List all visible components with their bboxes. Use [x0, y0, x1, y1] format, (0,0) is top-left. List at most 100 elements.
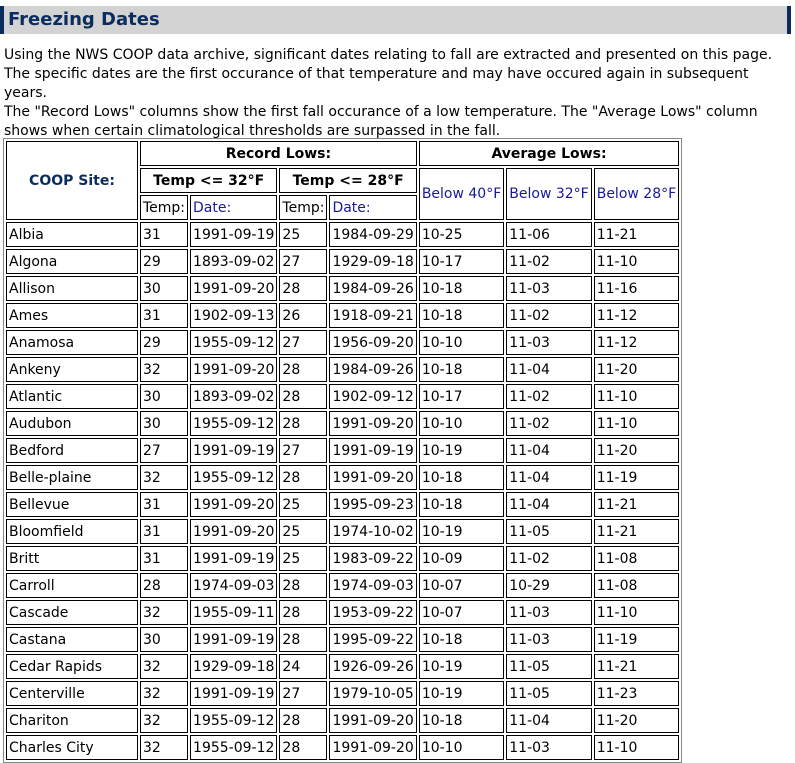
record-temp-28-cell: 28: [279, 708, 328, 733]
record-date-28-cell: 1929-09-18: [329, 249, 417, 274]
avg-below-40-cell: 10-19: [418, 438, 505, 463]
page-title: Freezing Dates: [8, 9, 160, 30]
temp-label-32: Temp:: [140, 195, 189, 220]
avg-below-32-cell: 11-03: [506, 627, 592, 652]
table-row: Cascade 32 1955-09-11 28 1953-09-22 10-07 11-0…: [6, 600, 680, 625]
avg-below-32-cell: 11-04: [506, 438, 592, 463]
record-temp-28-cell: 27: [279, 681, 328, 706]
record-date-28-cell: 1995-09-23: [329, 492, 417, 517]
record-temp-32-cell: 30: [140, 411, 189, 436]
freezing-dates-table: COOP Site: Record Lows: Average Lows: Te…: [3, 138, 683, 763]
table-row: Bellevue 31 1991-09-20 25 1995-09-23 10-18 11-…: [6, 492, 680, 517]
record-temp-32-cell: 32: [140, 654, 189, 679]
avg-below-28-cell: 11-08: [593, 546, 680, 571]
coop-site-cell: Bloomfield: [6, 519, 138, 544]
record-date-32-cell: 1991-09-20: [190, 276, 278, 301]
record-date-28-cell: 1991-09-20: [329, 708, 417, 733]
avg-below-40-cell: 10-19: [418, 681, 505, 706]
avg-below-28-cell: 11-21: [593, 519, 680, 544]
avg-below-32-cell: 11-02: [506, 546, 592, 571]
avg-below-32-cell: 11-02: [506, 411, 592, 436]
record-date-32-cell: 1991-09-19: [190, 222, 278, 247]
record-date-28-cell: 1991-09-20: [329, 465, 417, 490]
avg-below-40-cell: 10-07: [418, 600, 505, 625]
coop-site-cell: Algona: [6, 249, 138, 274]
record-date-32-cell: 1955-09-12: [190, 330, 278, 355]
coop-site-cell: Bellevue: [6, 492, 138, 517]
temp-label-28: Temp:: [279, 195, 328, 220]
record-temp-32-cell: 31: [140, 222, 189, 247]
record-temp-32-cell: 28: [140, 573, 189, 598]
record-date-32-cell: 1955-09-11: [190, 600, 278, 625]
avg-below-32-cell: 11-05: [506, 654, 592, 679]
avg-below-32-cell: 11-06: [506, 222, 592, 247]
table-row: Audubon 30 1955-09-12 28 1991-09-20 10-10 11-0…: [6, 411, 680, 436]
record-temp-28-cell: 28: [279, 411, 328, 436]
record-temp-32-cell: 31: [140, 303, 189, 328]
record-temp-32-cell: 32: [140, 681, 189, 706]
avg-below-40-cell: 10-18: [418, 357, 505, 382]
avg-below-28-cell: 11-08: [593, 573, 680, 598]
record-temp-32-cell: 30: [140, 627, 189, 652]
record-temp-32-cell: 32: [140, 600, 189, 625]
avg-below-32-cell: 11-03: [506, 735, 592, 760]
below-32-header: Below 32°F: [506, 168, 592, 220]
coop-site-cell: Albia: [6, 222, 138, 247]
record-date-32-cell: 1974-09-03: [190, 573, 278, 598]
record-date-32-cell: 1991-09-19: [190, 546, 278, 571]
record-date-28-cell: 1984-09-29: [329, 222, 417, 247]
coop-site-cell: Anamosa: [6, 330, 138, 355]
coop-site-cell: Audubon: [6, 411, 138, 436]
record-temp-32-cell: 32: [140, 735, 189, 760]
table-row: Allison 30 1991-09-20 28 1984-09-26 10-18 11-0…: [6, 276, 680, 301]
avg-below-40-cell: 10-10: [418, 735, 505, 760]
coop-site-cell: Cascade: [6, 600, 138, 625]
avg-below-28-cell: 11-12: [593, 303, 680, 328]
record-temp-28-cell: 28: [279, 735, 328, 760]
record-date-32-cell: 1991-09-19: [190, 438, 278, 463]
record-temp-28-cell: 28: [279, 276, 328, 301]
below-28-header: Below 28°F: [593, 168, 680, 220]
avg-below-28-cell: 11-10: [593, 384, 680, 409]
record-date-28-cell: 1983-09-22: [329, 546, 417, 571]
record-temp-28-cell: 24: [279, 654, 328, 679]
record-date-28-cell: 1991-09-20: [329, 411, 417, 436]
record-temp-28-cell: 28: [279, 600, 328, 625]
avg-below-40-cell: 10-18: [418, 276, 505, 301]
avg-below-28-cell: 11-20: [593, 708, 680, 733]
record-date-28-cell: 1926-09-26: [329, 654, 417, 679]
avg-below-40-cell: 10-17: [418, 384, 505, 409]
page-title-bar: Freezing Dates: [0, 6, 791, 34]
avg-below-32-cell: 10-29: [506, 573, 592, 598]
record-temp-32-cell: 31: [140, 546, 189, 571]
avg-below-40-cell: 10-25: [418, 222, 505, 247]
record-temp-28-cell: 28: [279, 384, 328, 409]
record-date-28-cell: 1974-09-03: [329, 573, 417, 598]
record-temp-28-cell: 25: [279, 519, 328, 544]
avg-below-28-cell: 11-21: [593, 492, 680, 517]
avg-below-32-cell: 11-04: [506, 465, 592, 490]
intro-paragraph-2: The "Record Lows" columns show the first…: [4, 104, 758, 139]
avg-below-40-cell: 10-17: [418, 249, 505, 274]
record-temp-32-cell: 32: [140, 708, 189, 733]
coop-site-cell: Belle-plaine: [6, 465, 138, 490]
record-date-32-cell: 1902-09-13: [190, 303, 278, 328]
record-lows-header: Record Lows:: [140, 141, 417, 166]
record-date-28-cell: 1984-09-26: [329, 276, 417, 301]
coop-site-cell: Ankeny: [6, 357, 138, 382]
avg-below-40-cell: 10-18: [418, 708, 505, 733]
coop-site-cell: Carroll: [6, 573, 138, 598]
date-label-32: Date:: [190, 195, 278, 220]
avg-below-32-cell: 11-05: [506, 519, 592, 544]
record-temp-32-cell: 27: [140, 438, 189, 463]
table-body: Albia 31 1991-09-19 25 1984-09-29 10-25 11-06 1…: [6, 222, 680, 760]
avg-below-40-cell: 10-07: [418, 573, 505, 598]
avg-below-40-cell: 10-09: [418, 546, 505, 571]
record-date-28-cell: 1953-09-22: [329, 600, 417, 625]
record-temp-28-cell: 27: [279, 330, 328, 355]
temp-32-header: Temp <= 32°F: [140, 168, 278, 193]
avg-below-32-cell: 11-05: [506, 681, 592, 706]
avg-below-32-cell: 11-02: [506, 384, 592, 409]
avg-below-32-cell: 11-02: [506, 249, 592, 274]
record-date-28-cell: 1984-09-26: [329, 357, 417, 382]
